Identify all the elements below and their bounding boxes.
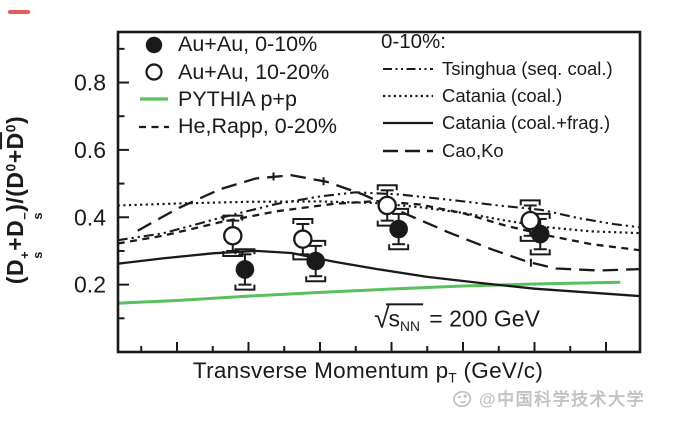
legend-theory-curves: 0-10%: Tsinghua (seq. coal.) Catania (co…: [381, 29, 613, 165]
legend-label: Catania (coal.): [442, 85, 563, 107]
legend-label: Tsinghua (seq. coal.): [442, 57, 613, 79]
y-tick-label: 0.8: [74, 70, 106, 96]
green-line-sample-icon: [140, 97, 168, 102]
data-point-filled-circle: [389, 219, 408, 239]
legend-item-tsinghua: Tsinghua (seq. coal.): [381, 55, 613, 82]
curve-catania-coal-frag: [118, 249, 640, 298]
syst-error-bracket: [529, 249, 551, 256]
legend-label: Au+Au, 0-10%: [178, 32, 318, 57]
legend-label: He,Rapp, 0-20%: [178, 114, 337, 139]
y-tick-label: 0.4: [74, 204, 106, 230]
curve-catania-coal: [118, 200, 640, 235]
syst-error-bracket: [519, 235, 541, 242]
syst-error-bracket: [222, 214, 244, 221]
weibo-emoji-watermark-icon: [453, 390, 472, 407]
syst-error-bracket: [376, 184, 398, 191]
watermark-text: @中国科学技术大学: [479, 390, 646, 409]
legend-item-pythia: PYTHIA p+p: [137, 86, 337, 113]
long-dash-line-sample-icon: [383, 149, 433, 153]
legend-item-auau-0-10: Au+Au, 0-10%: [137, 31, 337, 58]
short-dash-line-sample-icon: [139, 125, 169, 129]
y-tick-label: 0.2: [74, 272, 106, 298]
data-point-open-circle: [520, 210, 540, 231]
open-circle-marker-icon: [145, 63, 163, 81]
legend-label: Cao,Ko: [442, 139, 504, 161]
syst-error-bracket: [222, 251, 244, 257]
red-artifact-mark: [8, 10, 30, 14]
legend-item-cao-ko: Cao,Ko: [381, 137, 613, 164]
legend-item-catania-coal: Catania (coal.): [381, 82, 613, 109]
dash-dot-dot-line-sample-icon: [383, 67, 433, 70]
y-axis-label: (D + s +D − s)/(D0+D0): [2, 115, 45, 285]
measurement-auau-0-10: [234, 207, 551, 291]
measurement-auau-10-20: [222, 184, 541, 261]
legend-label: Au+Au, 10-20%: [178, 59, 330, 84]
filled-circle-marker-icon: [145, 36, 163, 53]
plot-frame: [116, 30, 642, 354]
data-point-filled-circle: [530, 224, 550, 244]
syst-error-bracket: [292, 217, 314, 224]
syst-error-bracket: [388, 244, 410, 251]
legend-item-catania-coal-frag: Catania (coal.+frag.): [381, 110, 613, 137]
collision-energy-annotation: √sNN = 200 GeV: [374, 302, 540, 335]
legend-label: Catania (coal.+frag.): [442, 112, 611, 134]
data-point-open-circle: [293, 229, 313, 249]
syst-error-bracket: [292, 254, 314, 261]
syst-error-bracket: [376, 220, 398, 227]
x-axis-label: Transverse Momentum pT (GeV/c): [192, 358, 544, 386]
curve-pythia-pp: [118, 280, 621, 305]
legend-item-he-rapp: He,Rapp, 0-20%: [137, 113, 337, 140]
data-point-open-circle: [223, 226, 243, 246]
data-point-filled-circle: [306, 251, 326, 271]
syst-error-bracket: [519, 199, 541, 206]
data-point-filled-circle: [235, 260, 255, 279]
legend-label: PYTHIA p+p: [178, 86, 297, 111]
syst-error-bracket: [234, 284, 256, 291]
dotted-line-sample-icon: [383, 94, 433, 98]
watermark: @中国科学技术大学: [450, 385, 645, 410]
data-point-open-circle: [377, 195, 397, 216]
legend-title: 0-10%:: [381, 30, 446, 53]
syst-error-bracket: [305, 276, 327, 283]
y-tick-label: 0.6: [74, 137, 106, 163]
legend-data-series: Au+Au, 0-10% Au+Au, 10-20% PYTHIA p+p He…: [137, 31, 337, 141]
solid-line-sample-icon: [383, 122, 433, 125]
curve-tsinghua-seq-coal: [118, 191, 640, 242]
legend-item-auau-10-20: Au+Au, 10-20%: [137, 58, 337, 85]
